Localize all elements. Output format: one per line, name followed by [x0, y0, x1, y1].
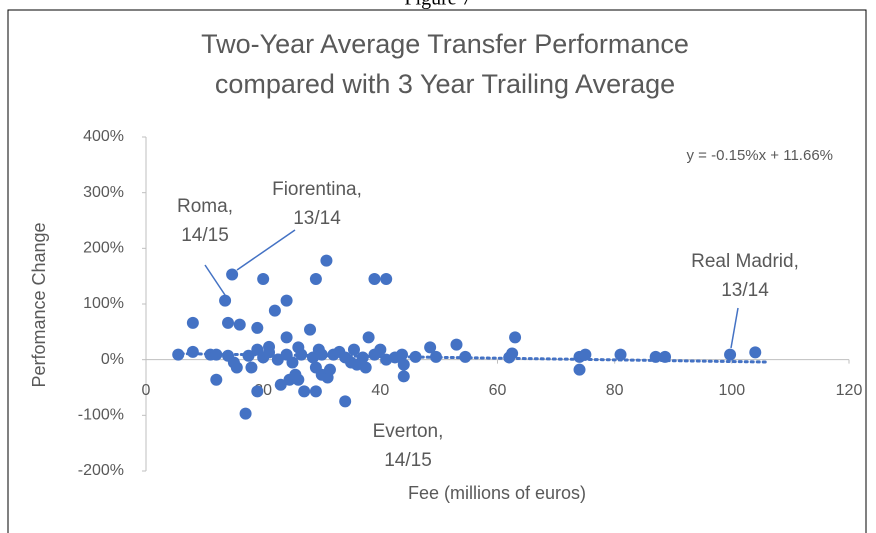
- annotation: Fiorentina,: [272, 179, 362, 200]
- point: [380, 272, 393, 285]
- point: [339, 395, 352, 408]
- annotation-arrows: [204, 229, 739, 349]
- point: [268, 304, 281, 317]
- point: [298, 385, 311, 398]
- y-tick-label: 0%: [101, 351, 124, 368]
- point: [251, 385, 264, 398]
- point: [292, 373, 305, 386]
- point: [573, 363, 586, 376]
- annotation: 14/15: [181, 225, 229, 246]
- point: [219, 294, 232, 307]
- chart-title: Two-Year Average Transfer Performance: [201, 29, 689, 59]
- point: [323, 363, 336, 376]
- point: [286, 356, 299, 369]
- point: [245, 361, 258, 374]
- point: [749, 346, 762, 359]
- figure-label: Figure 7: [404, 0, 471, 10]
- annotation: Roma,: [177, 196, 233, 217]
- point: [186, 345, 199, 358]
- arrow: [730, 307, 739, 349]
- point: [506, 347, 519, 360]
- point: [359, 361, 372, 374]
- point: [186, 316, 199, 329]
- x-axis-label: Fee (millions of euros): [408, 483, 586, 503]
- y-tick-label: 100%: [83, 295, 124, 312]
- annotation: 13/14: [721, 280, 769, 301]
- trendline-equation: y = -0.15%x + 11.66%: [687, 147, 833, 164]
- y-tick-label: -100%: [78, 407, 124, 424]
- point: [724, 348, 737, 361]
- point: [424, 341, 437, 354]
- y-tick-label: 200%: [83, 240, 124, 257]
- x-tick-label: 40: [371, 382, 389, 399]
- point: [251, 321, 264, 334]
- point: [222, 316, 235, 329]
- point: [280, 294, 293, 307]
- y-tick-label: 400%: [83, 128, 124, 145]
- point: [257, 272, 270, 285]
- x-tick-label: 100: [718, 382, 745, 399]
- x-tick-label: 120: [836, 382, 863, 399]
- point: [614, 348, 627, 361]
- point: [397, 370, 410, 383]
- point: [309, 272, 322, 285]
- point: [309, 385, 322, 398]
- annotation: 14/15: [384, 450, 432, 471]
- point: [347, 343, 360, 356]
- point: [230, 361, 243, 374]
- point: [374, 343, 387, 356]
- point: [233, 318, 246, 331]
- point: [280, 331, 293, 344]
- point: [239, 407, 252, 420]
- annotation: Real Madrid,: [691, 251, 799, 272]
- annotation: Everton,: [373, 421, 444, 442]
- y-tick-label: -200%: [78, 462, 124, 479]
- y-axis-label: Perfomance Change: [29, 222, 49, 387]
- point: [368, 272, 381, 285]
- point: [362, 331, 375, 344]
- point: [271, 353, 284, 366]
- x-tick-label: 80: [606, 382, 624, 399]
- point: [396, 348, 409, 361]
- point: [397, 358, 410, 371]
- trendline: [173, 352, 769, 364]
- point: [450, 338, 463, 351]
- x-tick-label: 0: [142, 382, 151, 399]
- point: [509, 331, 522, 344]
- chart-title: compared with 3 Year Trailing Average: [215, 69, 675, 99]
- point: [226, 268, 239, 281]
- y-tick-label: 300%: [83, 184, 124, 201]
- x-tick-label: 60: [489, 382, 507, 399]
- point: [649, 350, 662, 363]
- point: [274, 378, 287, 391]
- point: [320, 254, 333, 267]
- point: [579, 348, 592, 361]
- point: [304, 323, 317, 336]
- point: [210, 373, 223, 386]
- arrow: [204, 264, 228, 299]
- annotation: 13/14: [293, 208, 341, 229]
- chart-border: [7, 9, 867, 533]
- arrow: [236, 229, 296, 271]
